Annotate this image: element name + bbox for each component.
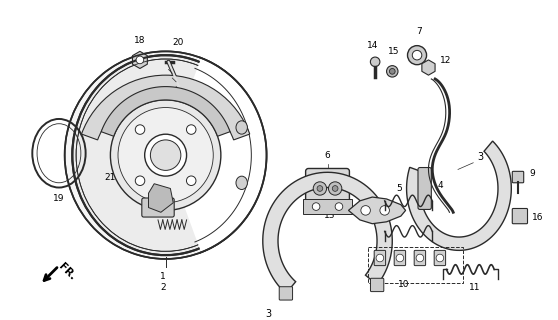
- FancyBboxPatch shape: [394, 250, 406, 266]
- Ellipse shape: [236, 176, 247, 189]
- Polygon shape: [349, 197, 406, 224]
- Circle shape: [136, 174, 142, 180]
- Circle shape: [186, 176, 196, 186]
- Text: 18: 18: [134, 36, 146, 45]
- Text: 4: 4: [438, 181, 444, 190]
- Ellipse shape: [65, 51, 267, 259]
- Polygon shape: [407, 141, 511, 250]
- Circle shape: [436, 254, 444, 262]
- Polygon shape: [148, 184, 173, 212]
- Polygon shape: [132, 169, 146, 185]
- Text: 10: 10: [398, 280, 410, 289]
- Circle shape: [136, 56, 144, 64]
- FancyBboxPatch shape: [303, 199, 352, 214]
- Wedge shape: [166, 59, 268, 252]
- Text: 17: 17: [167, 94, 179, 103]
- Circle shape: [329, 182, 342, 195]
- Text: 5: 5: [387, 242, 392, 251]
- Circle shape: [335, 203, 343, 210]
- Text: 11: 11: [469, 284, 481, 292]
- FancyBboxPatch shape: [279, 287, 292, 300]
- Text: 7: 7: [416, 27, 422, 36]
- Text: 3: 3: [266, 309, 272, 319]
- Polygon shape: [263, 172, 392, 293]
- Ellipse shape: [236, 121, 247, 134]
- Circle shape: [313, 182, 326, 195]
- Text: 2: 2: [160, 284, 166, 292]
- Circle shape: [407, 46, 426, 65]
- Text: 6: 6: [325, 151, 330, 160]
- Circle shape: [376, 254, 384, 262]
- Text: 15: 15: [388, 47, 400, 56]
- Text: 3: 3: [477, 152, 483, 162]
- Circle shape: [317, 186, 323, 191]
- FancyBboxPatch shape: [512, 171, 524, 183]
- Circle shape: [380, 206, 389, 215]
- Circle shape: [118, 108, 213, 203]
- Circle shape: [151, 140, 181, 170]
- Wedge shape: [81, 75, 250, 140]
- Polygon shape: [101, 87, 230, 136]
- Circle shape: [412, 50, 422, 60]
- Text: 20: 20: [172, 38, 184, 47]
- Text: 9: 9: [530, 169, 535, 178]
- Circle shape: [145, 134, 186, 176]
- FancyBboxPatch shape: [306, 169, 349, 209]
- Text: 21: 21: [105, 173, 116, 182]
- Circle shape: [110, 100, 221, 210]
- FancyBboxPatch shape: [374, 250, 386, 266]
- Text: 19: 19: [53, 194, 65, 203]
- Circle shape: [389, 68, 395, 74]
- FancyBboxPatch shape: [434, 250, 446, 266]
- Circle shape: [186, 125, 196, 134]
- Polygon shape: [422, 60, 435, 75]
- Circle shape: [135, 125, 145, 134]
- Text: 14: 14: [367, 42, 378, 51]
- Text: 16: 16: [532, 213, 544, 222]
- FancyBboxPatch shape: [371, 278, 384, 292]
- Text: FR.: FR.: [56, 261, 77, 282]
- Circle shape: [135, 176, 145, 186]
- Circle shape: [361, 206, 371, 215]
- Circle shape: [332, 186, 338, 191]
- Text: 8: 8: [326, 196, 333, 205]
- Circle shape: [396, 254, 403, 262]
- Polygon shape: [132, 51, 147, 68]
- FancyBboxPatch shape: [142, 198, 174, 217]
- Circle shape: [416, 254, 424, 262]
- FancyBboxPatch shape: [414, 250, 426, 266]
- Text: 5: 5: [396, 184, 402, 193]
- Text: 13: 13: [324, 211, 335, 220]
- FancyBboxPatch shape: [512, 209, 527, 224]
- Circle shape: [312, 203, 320, 210]
- FancyBboxPatch shape: [418, 168, 431, 209]
- Text: 12: 12: [440, 56, 451, 65]
- Circle shape: [387, 66, 398, 77]
- Text: 1: 1: [160, 272, 166, 281]
- Ellipse shape: [73, 55, 259, 255]
- Circle shape: [371, 57, 380, 67]
